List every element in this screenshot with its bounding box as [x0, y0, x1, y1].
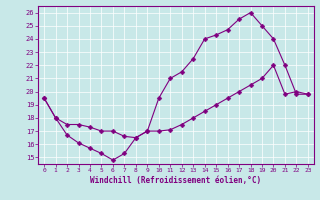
X-axis label: Windchill (Refroidissement éolien,°C): Windchill (Refroidissement éolien,°C): [91, 176, 261, 185]
